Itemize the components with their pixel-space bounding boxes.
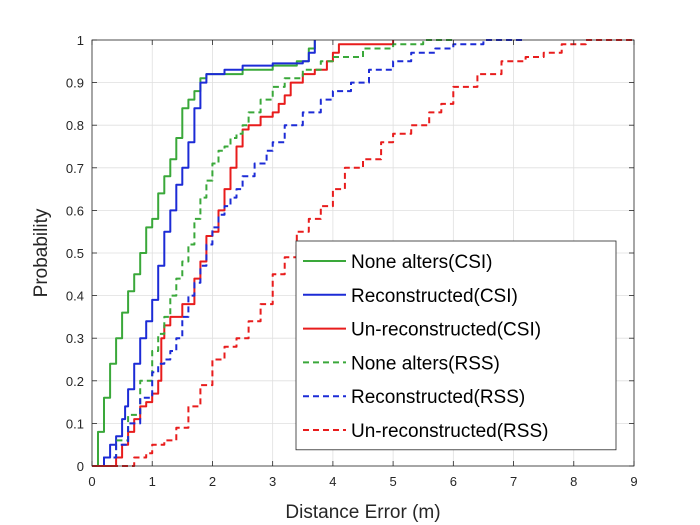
x-axis-label: Distance Error (m) (285, 502, 440, 523)
x-tick-label: 2 (209, 474, 216, 489)
y-tick-label: 0.8 (66, 118, 84, 133)
legend-entry: Un-reconstructed(RSS) (351, 421, 548, 442)
series-line-3 (92, 40, 395, 467)
series-layer (92, 39, 634, 467)
x-tick-label: 9 (630, 474, 637, 489)
x-tick-label: 8 (570, 474, 577, 489)
series-line-5 (92, 39, 526, 467)
series-line-6 (92, 39, 634, 467)
legend-entry: Reconstructed(RSS) (351, 387, 525, 408)
x-tick-label: 7 (510, 474, 517, 489)
y-axis-label: Probability (31, 208, 52, 297)
series-line-4 (92, 39, 454, 467)
y-tick-label: 0.2 (66, 374, 84, 389)
x-tick-label: 6 (450, 474, 457, 489)
x-tick-label: 4 (329, 474, 336, 489)
y-tick-label: 0.1 (66, 416, 84, 431)
x-tick-label: 3 (269, 474, 276, 489)
y-tick-label: 1 (77, 33, 84, 48)
y-tick-label: 0 (77, 459, 84, 474)
y-tick-label: 0.6 (66, 203, 84, 218)
y-tick-label: 0.5 (66, 246, 84, 261)
legend-entry: Un-reconstructed(CSI) (351, 320, 541, 341)
legend-entry: Reconstructed(CSI) (351, 286, 518, 307)
x-tick-label: 5 (389, 474, 396, 489)
y-tick-label: 0.3 (66, 331, 84, 346)
axis-ticks: 0 1 2 3 4 5 6 7 8 9 0 0.1 0.2 0.3 0.4 0.5 0.6 0.7 0.8 0.9 1 (66, 33, 638, 489)
y-tick-label: 0.7 (66, 161, 84, 176)
y-tick-label: 0.9 (66, 76, 84, 91)
legend-box (295, 240, 617, 451)
legend-entry: None alters(CSI) (351, 252, 493, 273)
x-tick-label: 0 (88, 474, 95, 489)
x-tick-label: 1 (149, 474, 156, 489)
legend-entry: None alters(RSS) (351, 353, 500, 374)
y-tick-label: 0.4 (66, 289, 84, 304)
legend: None alters(CSI) Reconstructed(CSI) Un-rec… (295, 240, 617, 451)
series-line-2 (92, 40, 316, 467)
